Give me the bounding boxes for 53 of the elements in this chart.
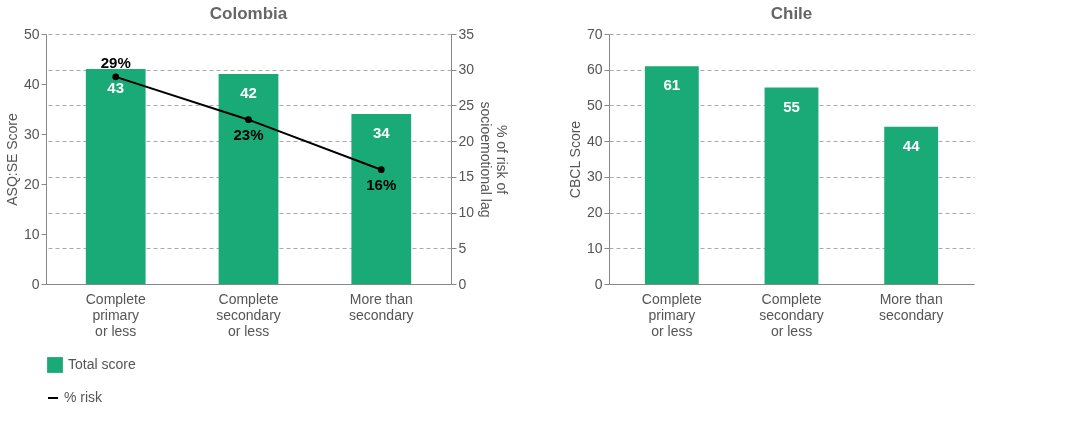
x-tick-label: Complete primary or less [85,290,146,339]
y-tick-label: 50 [586,96,603,113]
x-tick-label: More than secondary [878,290,944,323]
bar [85,69,146,284]
point [112,73,120,81]
legend-label: % risk [64,389,104,405]
bar [351,114,412,284]
x-tick-label: More than secondary [348,290,414,323]
bar [218,74,279,284]
y-tick-label: 30 [586,168,603,185]
y-axis-title: ASQ:SE Score [3,112,20,206]
legend-label: Total score [68,356,136,372]
bar [884,126,939,284]
y-tick-label: 20 [23,175,40,192]
y2-tick-label: 0 [458,275,467,292]
x-tick-label: Complete secondary or less [216,290,281,339]
point [377,166,385,174]
y-tick-label: 0 [31,275,40,292]
data-label: 55 [783,97,800,115]
y-tick-label: 40 [586,132,603,149]
y2-tick-label: 30 [458,61,475,78]
data-label: 23% [233,125,264,143]
y-tick-label: 30 [23,125,40,142]
y2-tick-label: 25 [458,96,475,113]
y2-tick-label: 35 [458,25,475,42]
data-label: 42 [240,84,257,101]
y-tick-label: 40 [23,75,40,92]
data-label: 29% [100,53,131,71]
y2-tick-label: 15 [458,168,475,185]
y-axis-title: CBCL Score [566,120,583,199]
y2-tick-label: 5 [458,239,467,256]
x-tick-label: Complete primary or less [641,290,702,339]
y-tick-label: 60 [586,61,603,78]
point [245,116,252,124]
data-label: 16% [366,175,397,193]
y2-tick-label: 20 [458,132,475,149]
bar [764,87,819,284]
bar [644,66,699,284]
x-tick-label: Complete secondary or less [759,290,824,339]
data-label: 44 [902,136,921,154]
y-tick-label: 20 [586,204,603,221]
y2-axis-title: % of risk of socioemotional lag [478,101,511,218]
y2-tick-label: 10 [458,204,475,221]
y-tick-label: 10 [586,239,603,256]
data-label: 61 [663,76,681,94]
chart-title: Chile [770,4,813,23]
y-tick-label: 50 [23,25,40,42]
chart-title: Colombia [209,4,288,23]
data-label: 43 [107,79,125,96]
y-tick-label: 10 [23,225,40,242]
y-tick-label: 70 [586,25,603,42]
data-label: 34 [372,124,391,141]
y-tick-label: 0 [594,275,603,292]
